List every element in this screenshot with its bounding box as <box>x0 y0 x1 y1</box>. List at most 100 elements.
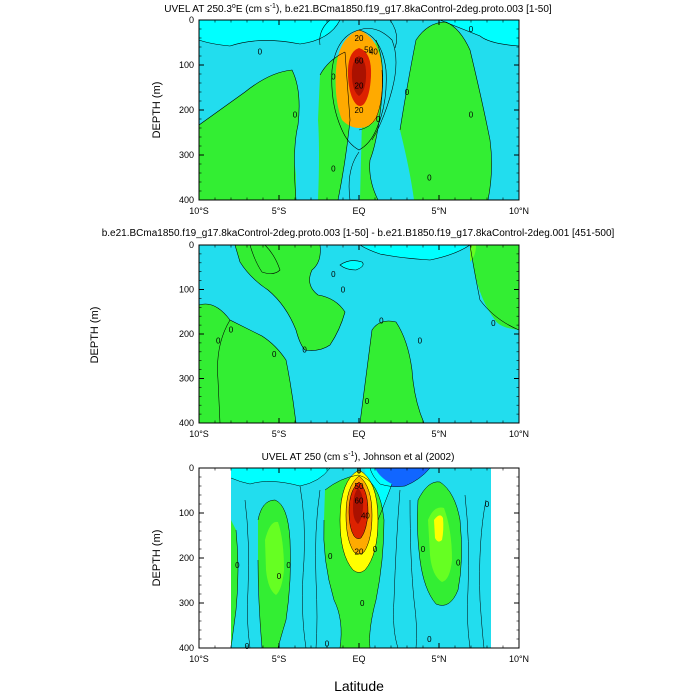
panel-2-xtick-label: 10°S <box>189 429 209 439</box>
panel-3-lgreen-east <box>428 507 452 582</box>
panel-1-surface-band-east <box>440 20 519 46</box>
contour-label: 0 <box>272 350 277 359</box>
panel-3-ytick-label: 100 <box>179 508 194 518</box>
panel-2-xtick-label: 5°S <box>272 429 287 439</box>
panel-2-xtick-label: 10°N <box>509 429 529 439</box>
panel-3-field <box>199 468 519 648</box>
contour-label: 0 <box>216 337 221 346</box>
panel-1-xtick-label: 5°N <box>431 206 446 216</box>
panel-3-ytick-label: 200 <box>179 553 194 563</box>
panel-3-xtick-label: 5°S <box>272 654 287 664</box>
panel-1-xtick-label: 10°S <box>189 206 209 216</box>
panel-1-xtick-label: 5°S <box>272 206 287 216</box>
contour-label: 0 <box>421 545 426 554</box>
panel-1-ytick-label: 400 <box>179 195 194 205</box>
contour-label: 0 <box>286 561 291 570</box>
contour-label: 0 <box>491 319 496 328</box>
contour-label: 0 <box>331 72 336 81</box>
contour-label: 0 <box>229 326 234 335</box>
panel-2-xtick-label: 5°N <box>431 429 446 439</box>
panel-1-xtick-label: EQ <box>352 206 365 216</box>
contour-label: 0 <box>376 115 381 124</box>
panel-1-ytick-label: 200 <box>179 105 194 115</box>
contour-label: 0 <box>469 25 474 34</box>
panel-2-green-center <box>235 245 345 351</box>
contour-label: 20 <box>355 34 364 43</box>
panel-2: b.e21.BCma1850.f19_g17.8kaControl-2deg.p… <box>89 228 615 439</box>
panel-1-field <box>199 20 519 200</box>
contour-label: 0 <box>331 165 336 174</box>
panel-1-green-east <box>400 22 492 200</box>
contour-label: 40 <box>369 48 378 57</box>
contour-label: 0 <box>235 561 240 570</box>
panel-1-jet-core <box>351 56 367 96</box>
contour-label: 0 <box>373 545 378 554</box>
panel-1-contour-inner <box>358 69 383 131</box>
panel-2-green-east <box>470 245 519 330</box>
panel-3-ytick-label: 0 <box>189 463 194 473</box>
panel-2-ytick-label: 300 <box>179 374 194 384</box>
contour-label: 20 <box>355 106 364 115</box>
panel-1-ytick-label: 300 <box>179 150 194 160</box>
panel-2-ltcyan-top <box>360 245 470 260</box>
contour-label: 0 <box>427 635 432 644</box>
panel-2-ytick-label: 0 <box>189 240 194 250</box>
panel-3-xtick-label: 10°S <box>189 654 209 664</box>
panel-3-lgreen-west <box>265 521 284 595</box>
panel-3-contour-lines <box>230 468 487 648</box>
contour-label: 0 <box>325 640 330 649</box>
panel-1-ytick-label: 0 <box>189 15 194 25</box>
panel-3-xtick-label: EQ <box>352 654 365 664</box>
panel-1-surface-band-west <box>199 20 340 46</box>
panel-1-green-west <box>199 70 300 200</box>
panel-1-ytick-label: 100 <box>179 60 194 70</box>
panel-1-title: UVEL AT 250.3oE (cm s-1), b.e21.BCma1850… <box>164 3 552 15</box>
contour-label: 60 <box>355 57 364 66</box>
panel-2-ytick-label: 100 <box>179 285 194 295</box>
contour-label: 0 <box>328 552 333 561</box>
contour-label: 0 <box>405 88 410 97</box>
contour-label: 0 <box>485 500 490 509</box>
panel-1: UVEL AT 250.3oE (cm s-1), b.e21.BCma1850… <box>151 3 552 216</box>
contour-label: 0 <box>302 346 307 355</box>
panel-3-jet-core <box>353 488 364 524</box>
contour-label: 0 <box>277 572 282 581</box>
contour-label: 40 <box>361 511 370 520</box>
panel-3-green-edge <box>231 520 238 648</box>
contour-label: 0 <box>456 559 461 568</box>
panel-2-contour-lines <box>199 245 519 423</box>
contour-label: 20 <box>355 81 364 90</box>
panel-1-ylabel: DEPTH (m) <box>151 82 163 139</box>
contour-label: 0 <box>427 174 432 183</box>
contour-label: 0 <box>365 397 370 406</box>
panel-3-ylabel: DEPTH (m) <box>151 530 163 587</box>
panel-2-field <box>199 245 519 423</box>
contour-label: 20 <box>355 547 364 556</box>
panel-2-green-se <box>360 321 424 423</box>
panel-3: UVEL AT 250 (cm s-1), Johnson et al (200… <box>151 451 529 664</box>
panel-1-xtick-label: 10°N <box>509 206 529 216</box>
panel-3-ltcyan-nw <box>231 468 330 486</box>
panel-3-title: UVEL AT 250 (cm s-1), Johnson et al (200… <box>262 451 455 463</box>
panel-2-title: b.e21.BCma1850.f19_g17.8kaControl-2deg.p… <box>102 228 615 239</box>
panel-2-xtick-label: EQ <box>352 429 365 439</box>
panel-2-ytick-label: 200 <box>179 329 194 339</box>
contour-label: 0 <box>418 337 423 346</box>
panel-1-contour-lines <box>199 20 519 200</box>
contour-label: 50 <box>364 45 373 54</box>
contour-label: 60 <box>355 496 364 505</box>
panel-1-contour-yellow <box>331 29 387 151</box>
figure-xlabel: Latitude <box>334 678 384 694</box>
contour-label: 0 <box>331 270 336 279</box>
contour-label: 0 <box>379 317 384 326</box>
panel-3-ytick-label: 400 <box>179 643 194 653</box>
contour-label: 0 <box>469 111 474 120</box>
panel-3-xtick-label: 5°N <box>431 654 446 664</box>
contour-label: 0 <box>258 48 263 57</box>
contour-label: 50 <box>355 482 364 491</box>
panel-2-ylabel: DEPTH (m) <box>89 307 101 364</box>
panel-2-axes: 10°S 5°S EQ 5°N 10°N 0 100 200 300 400 <box>179 240 529 439</box>
